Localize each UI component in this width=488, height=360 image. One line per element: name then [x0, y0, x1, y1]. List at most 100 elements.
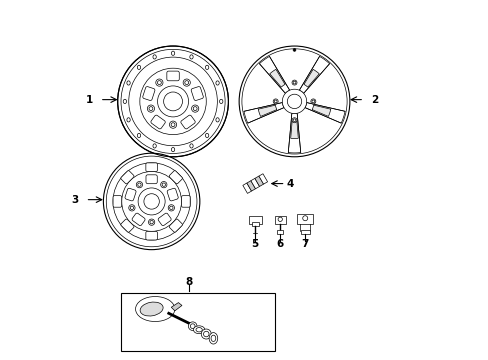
Polygon shape: [305, 103, 345, 123]
Ellipse shape: [130, 206, 133, 210]
Ellipse shape: [157, 86, 188, 117]
Text: 3: 3: [71, 195, 78, 204]
Ellipse shape: [149, 107, 153, 111]
Text: 8: 8: [185, 277, 192, 287]
Polygon shape: [290, 121, 298, 139]
FancyBboxPatch shape: [191, 86, 203, 100]
Ellipse shape: [122, 171, 181, 231]
Ellipse shape: [205, 133, 208, 138]
Polygon shape: [250, 179, 259, 189]
Polygon shape: [304, 69, 319, 87]
FancyBboxPatch shape: [125, 188, 136, 201]
Ellipse shape: [203, 331, 208, 337]
FancyBboxPatch shape: [146, 175, 157, 184]
Ellipse shape: [169, 121, 176, 128]
Ellipse shape: [292, 81, 295, 84]
Ellipse shape: [188, 322, 197, 330]
Text: 7: 7: [301, 239, 308, 249]
Ellipse shape: [126, 81, 130, 85]
Polygon shape: [269, 69, 285, 87]
Text: 4: 4: [286, 179, 293, 189]
Bar: [121, 293, 274, 351]
Ellipse shape: [138, 188, 165, 215]
Ellipse shape: [126, 118, 130, 122]
FancyBboxPatch shape: [181, 115, 195, 129]
Ellipse shape: [128, 205, 135, 211]
FancyBboxPatch shape: [142, 86, 155, 100]
Ellipse shape: [201, 329, 211, 339]
FancyBboxPatch shape: [145, 163, 157, 171]
FancyBboxPatch shape: [251, 222, 258, 226]
Ellipse shape: [135, 297, 175, 321]
Polygon shape: [288, 113, 300, 153]
FancyBboxPatch shape: [169, 171, 182, 184]
Ellipse shape: [287, 94, 301, 109]
Ellipse shape: [147, 105, 154, 112]
Ellipse shape: [169, 206, 173, 210]
Text: 1: 1: [85, 95, 93, 105]
Ellipse shape: [153, 55, 156, 59]
Ellipse shape: [137, 65, 141, 69]
FancyBboxPatch shape: [169, 219, 182, 232]
Text: 6: 6: [276, 239, 283, 249]
FancyBboxPatch shape: [121, 171, 134, 184]
Polygon shape: [259, 57, 289, 93]
Ellipse shape: [153, 144, 156, 148]
Ellipse shape: [239, 46, 349, 157]
Ellipse shape: [103, 153, 200, 249]
FancyBboxPatch shape: [274, 216, 285, 224]
FancyBboxPatch shape: [277, 230, 283, 234]
Ellipse shape: [310, 99, 315, 104]
Text: 5: 5: [251, 239, 258, 249]
Ellipse shape: [211, 335, 215, 342]
Ellipse shape: [205, 65, 208, 69]
Ellipse shape: [274, 100, 277, 103]
Ellipse shape: [156, 79, 163, 86]
Ellipse shape: [118, 46, 228, 157]
Ellipse shape: [291, 80, 296, 85]
FancyBboxPatch shape: [166, 71, 179, 81]
Ellipse shape: [171, 123, 175, 127]
Ellipse shape: [150, 220, 153, 224]
Ellipse shape: [184, 81, 188, 85]
Ellipse shape: [273, 99, 278, 104]
Ellipse shape: [123, 99, 126, 104]
Ellipse shape: [140, 68, 206, 135]
Polygon shape: [246, 181, 255, 191]
Ellipse shape: [140, 302, 163, 316]
Ellipse shape: [137, 133, 141, 138]
FancyBboxPatch shape: [248, 216, 261, 224]
Ellipse shape: [190, 324, 195, 329]
Ellipse shape: [191, 105, 198, 112]
Ellipse shape: [278, 217, 282, 221]
Polygon shape: [244, 103, 284, 123]
Ellipse shape: [193, 107, 197, 111]
Ellipse shape: [216, 81, 219, 85]
Ellipse shape: [193, 326, 204, 334]
Ellipse shape: [311, 100, 314, 103]
Ellipse shape: [161, 181, 166, 188]
Ellipse shape: [171, 51, 174, 55]
Ellipse shape: [168, 205, 174, 211]
Polygon shape: [311, 105, 330, 116]
Ellipse shape: [162, 183, 165, 186]
Ellipse shape: [136, 181, 142, 188]
Polygon shape: [258, 105, 276, 116]
FancyBboxPatch shape: [121, 219, 134, 232]
FancyBboxPatch shape: [181, 196, 190, 207]
Ellipse shape: [157, 81, 161, 85]
Ellipse shape: [196, 328, 202, 332]
Ellipse shape: [171, 148, 174, 152]
Ellipse shape: [302, 216, 307, 221]
FancyBboxPatch shape: [167, 188, 178, 201]
Ellipse shape: [189, 144, 193, 148]
Ellipse shape: [292, 49, 295, 51]
FancyBboxPatch shape: [132, 213, 145, 226]
Ellipse shape: [183, 79, 190, 86]
Ellipse shape: [138, 183, 141, 186]
FancyBboxPatch shape: [113, 196, 122, 207]
Ellipse shape: [148, 219, 154, 225]
Ellipse shape: [219, 99, 223, 104]
Polygon shape: [254, 176, 263, 186]
Ellipse shape: [209, 333, 217, 344]
